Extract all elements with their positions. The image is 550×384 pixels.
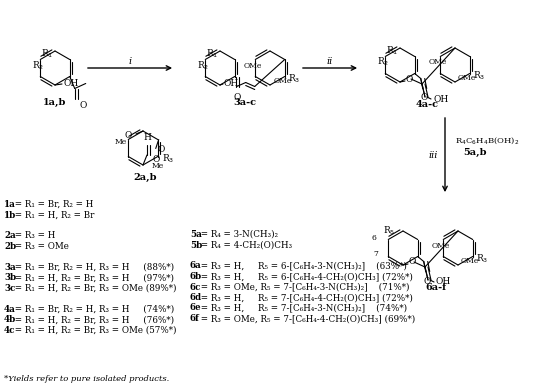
Text: O: O (423, 276, 431, 285)
Text: O: O (124, 131, 131, 141)
Text: R$_3$: R$_3$ (288, 72, 300, 85)
Text: = R₁ = Br, R₂ = H, R₃ = H     (88%*): = R₁ = Br, R₂ = H, R₃ = H (88%*) (12, 263, 174, 272)
Text: = R₁ = H, R₂ = Br: = R₁ = H, R₂ = Br (12, 210, 94, 220)
Text: 6a-f: 6a-f (425, 283, 446, 292)
Text: R$_2$: R$_2$ (32, 59, 45, 71)
Text: = R₃ = OMe, R₅ = 7-[C₆H₄-4-CH₂(O)CH₃] (69%*): = R₃ = OMe, R₅ = 7-[C₆H₄-4-CH₂(O)CH₃] (6… (197, 314, 415, 323)
Text: 5b: 5b (190, 240, 202, 250)
Text: 6d: 6d (190, 293, 202, 302)
Text: = R₁ = H, R₂ = Br, R₃ = OMe (57%*): = R₁ = H, R₂ = Br, R₃ = OMe (57%*) (12, 326, 176, 335)
Text: 7: 7 (373, 250, 378, 258)
Text: O: O (80, 101, 87, 111)
Text: ii: ii (327, 56, 333, 66)
Text: O: O (233, 93, 240, 103)
Text: OMe: OMe (432, 242, 450, 250)
Text: iii: iii (428, 151, 438, 159)
Text: H: H (143, 133, 151, 142)
Text: = R₄ = 3-N(CH₃)₂: = R₄ = 3-N(CH₃)₂ (197, 230, 278, 239)
Text: Me: Me (115, 138, 127, 146)
Text: 3a: 3a (4, 263, 16, 272)
Text: R$_4$C$_6$H$_4$B(OH)$_2$: R$_4$C$_6$H$_4$B(OH)$_2$ (455, 134, 519, 146)
Text: 2a,b: 2a,b (133, 173, 157, 182)
Text: OMe: OMe (458, 74, 476, 82)
Text: O: O (405, 74, 412, 83)
Text: 4b: 4b (4, 316, 16, 324)
Text: Me: Me (152, 162, 164, 170)
Text: 6c: 6c (190, 283, 201, 291)
Text: OH: OH (224, 78, 239, 88)
Text: 4c: 4c (4, 326, 15, 335)
Text: 3a-c: 3a-c (234, 98, 256, 107)
Text: 2b: 2b (4, 242, 16, 251)
Text: OH: OH (436, 278, 451, 286)
Text: O: O (420, 93, 427, 103)
Text: = R₃ = H: = R₃ = H (12, 232, 55, 240)
Text: 6a: 6a (190, 262, 202, 270)
Text: R$_1$: R$_1$ (206, 48, 218, 60)
Text: R$_1$: R$_1$ (386, 45, 398, 57)
Text: 6f: 6f (190, 314, 200, 323)
Text: 6b: 6b (190, 272, 202, 281)
Text: = R₁ = H, R₂ = Br, R₃ = OMe (89%*): = R₁ = H, R₂ = Br, R₃ = OMe (89%*) (12, 284, 176, 293)
Text: R$_2$: R$_2$ (377, 56, 389, 68)
Text: = R₁ = Br, R₂ = H: = R₁ = Br, R₂ = H (12, 200, 93, 209)
Text: OH: OH (63, 78, 78, 88)
Text: OMe: OMe (274, 77, 293, 85)
Text: R$_3$: R$_3$ (162, 152, 174, 165)
Text: O: O (157, 146, 164, 154)
Text: 6e: 6e (190, 303, 202, 313)
Text: = R₃ = H,     R₅ = 6-[C₆H₄-3-N(CH₃)₂]    (63%*): = R₃ = H, R₅ = 6-[C₆H₄-3-N(CH₃)₂] (63%*) (197, 262, 406, 270)
Text: 3b: 3b (4, 273, 16, 283)
Text: 1a,b: 1a,b (43, 98, 67, 107)
Text: 2a: 2a (4, 232, 16, 240)
Text: 1b: 1b (4, 210, 16, 220)
Text: = R₄ = 4-CH₂(O)CH₃: = R₄ = 4-CH₂(O)CH₃ (197, 240, 292, 250)
Text: OMe: OMe (429, 58, 448, 66)
Text: = R₁ = H, R₂ = Br, R₃ = H     (97%*): = R₁ = H, R₂ = Br, R₃ = H (97%*) (12, 273, 174, 283)
Text: 6: 6 (371, 233, 376, 242)
Text: R$_3$: R$_3$ (472, 69, 485, 82)
Text: R$_1$: R$_1$ (41, 48, 53, 60)
Text: = R₁ = Br, R₂ = H, R₃ = H     (74%*): = R₁ = Br, R₂ = H, R₃ = H (74%*) (12, 305, 174, 314)
Text: 5a,b: 5a,b (463, 147, 487, 157)
Text: *Yields refer to pure isolated products.: *Yields refer to pure isolated products. (4, 375, 169, 383)
Text: R$_2$: R$_2$ (197, 59, 210, 71)
Text: = R₁ = H, R₂ = Br, R₃ = H     (76%*): = R₁ = H, R₂ = Br, R₃ = H (76%*) (12, 316, 174, 324)
Text: = R₃ = H,     R₅ = 6-[C₆H₄-4-CH₂(O)CH₃] (72%*): = R₃ = H, R₅ = 6-[C₆H₄-4-CH₂(O)CH₃] (72%… (197, 272, 412, 281)
Text: = R₃ = H,     R₅ = 7-[C₆H₄-4-CH₂(O)CH₃] (72%*): = R₃ = H, R₅ = 7-[C₆H₄-4-CH₂(O)CH₃] (72%… (197, 293, 412, 302)
Text: 4a-c: 4a-c (416, 100, 439, 109)
Text: OMe: OMe (461, 257, 480, 265)
Text: = R₃ = OMe, R₅ = 7-[C₆H₄-3-N(CH₃)₂]    (71%*): = R₃ = OMe, R₅ = 7-[C₆H₄-3-N(CH₃)₂] (71%… (197, 283, 409, 291)
Text: O: O (152, 154, 160, 164)
Text: R$_3$: R$_3$ (476, 252, 488, 265)
Text: = R₃ = OMe: = R₃ = OMe (12, 242, 68, 251)
Text: 3c: 3c (4, 284, 15, 293)
Text: = R₃ = H,     R₅ = 7-[C₆H₄-3-N(CH₃)₂]    (74%*): = R₃ = H, R₅ = 7-[C₆H₄-3-N(CH₃)₂] (74%*) (197, 303, 407, 313)
Text: R$_5$: R$_5$ (383, 225, 395, 237)
Text: OH: OH (433, 94, 448, 104)
Text: 1a: 1a (4, 200, 16, 209)
Text: O: O (408, 258, 416, 266)
Text: i: i (129, 56, 131, 66)
Text: 5a: 5a (190, 230, 202, 239)
Text: 4a: 4a (4, 305, 16, 314)
Text: OMe: OMe (244, 61, 262, 70)
